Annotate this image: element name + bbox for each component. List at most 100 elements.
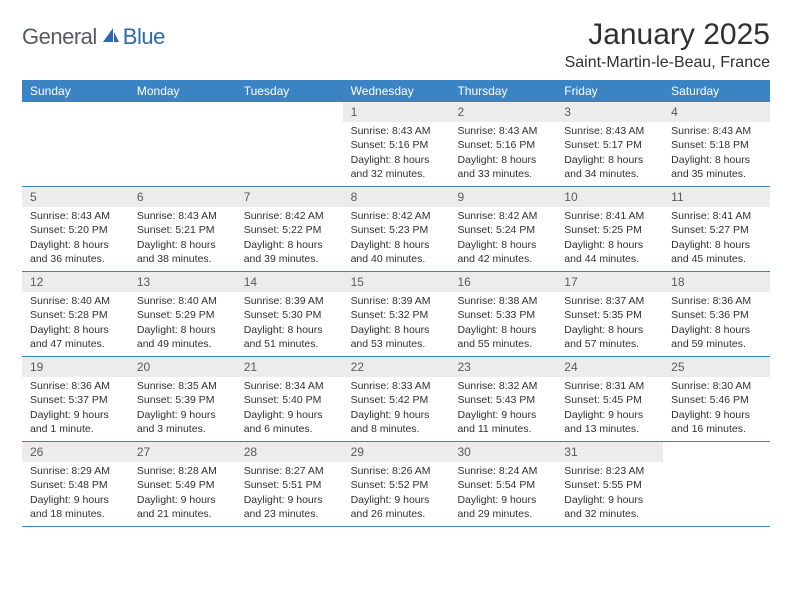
- daylight-text: and 36 minutes.: [30, 252, 121, 266]
- sunrise-text: Sunrise: 8:43 AM: [351, 124, 442, 138]
- sunrise-text: Sunrise: 8:41 AM: [671, 209, 762, 223]
- weekday-header: Sunday: [22, 80, 129, 102]
- day-body: Sunrise: 8:31 AMSunset: 5:45 PMDaylight:…: [556, 377, 663, 440]
- sunrise-text: Sunrise: 8:41 AM: [564, 209, 655, 223]
- daylight-text: Daylight: 8 hours: [30, 238, 121, 252]
- day-cell: 22Sunrise: 8:33 AMSunset: 5:42 PMDayligh…: [343, 357, 450, 441]
- daylight-text: Daylight: 9 hours: [30, 493, 121, 507]
- week-row: 26Sunrise: 8:29 AMSunset: 5:48 PMDayligh…: [22, 442, 770, 527]
- daylight-text: and 42 minutes.: [457, 252, 548, 266]
- day-cell: 30Sunrise: 8:24 AMSunset: 5:54 PMDayligh…: [449, 442, 556, 526]
- daylight-text: Daylight: 9 hours: [244, 408, 335, 422]
- month-title: January 2025: [565, 18, 770, 52]
- day-body: Sunrise: 8:29 AMSunset: 5:48 PMDaylight:…: [22, 462, 129, 525]
- day-body: Sunrise: 8:40 AMSunset: 5:28 PMDaylight:…: [22, 292, 129, 355]
- week-row: 12Sunrise: 8:40 AMSunset: 5:28 PMDayligh…: [22, 272, 770, 357]
- sunrise-text: Sunrise: 8:38 AM: [457, 294, 548, 308]
- day-cell: 3Sunrise: 8:43 AMSunset: 5:17 PMDaylight…: [556, 102, 663, 186]
- daylight-text: Daylight: 9 hours: [351, 408, 442, 422]
- sunrise-text: Sunrise: 8:40 AM: [137, 294, 228, 308]
- day-number: 26: [22, 442, 129, 462]
- day-body: Sunrise: 8:43 AMSunset: 5:18 PMDaylight:…: [663, 122, 770, 185]
- day-body: Sunrise: 8:27 AMSunset: 5:51 PMDaylight:…: [236, 462, 343, 525]
- daylight-text: and 23 minutes.: [244, 507, 335, 521]
- day-body: Sunrise: 8:43 AMSunset: 5:17 PMDaylight:…: [556, 122, 663, 185]
- sunset-text: Sunset: 5:30 PM: [244, 308, 335, 322]
- day-number: 7: [236, 187, 343, 207]
- daylight-text: Daylight: 8 hours: [137, 323, 228, 337]
- location-subtitle: Saint-Martin-le-Beau, France: [565, 54, 770, 72]
- daylight-text: and 29 minutes.: [457, 507, 548, 521]
- daylight-text: and 34 minutes.: [564, 167, 655, 181]
- sunrise-text: Sunrise: 8:35 AM: [137, 379, 228, 393]
- daylight-text: and 6 minutes.: [244, 422, 335, 436]
- day-cell: 4Sunrise: 8:43 AMSunset: 5:18 PMDaylight…: [663, 102, 770, 186]
- day-body: Sunrise: 8:42 AMSunset: 5:23 PMDaylight:…: [343, 207, 450, 270]
- day-body: Sunrise: 8:37 AMSunset: 5:35 PMDaylight:…: [556, 292, 663, 355]
- day-number: 14: [236, 272, 343, 292]
- sunset-text: Sunset: 5:37 PM: [30, 393, 121, 407]
- sunrise-text: Sunrise: 8:43 AM: [671, 124, 762, 138]
- daylight-text: Daylight: 9 hours: [457, 408, 548, 422]
- daylight-text: and 59 minutes.: [671, 337, 762, 351]
- day-body: Sunrise: 8:43 AMSunset: 5:20 PMDaylight:…: [22, 207, 129, 270]
- day-number: 24: [556, 357, 663, 377]
- day-body: Sunrise: 8:43 AMSunset: 5:21 PMDaylight:…: [129, 207, 236, 270]
- sunset-text: Sunset: 5:25 PM: [564, 223, 655, 237]
- weekday-header: Thursday: [449, 80, 556, 102]
- sunrise-text: Sunrise: 8:42 AM: [244, 209, 335, 223]
- day-cell: 5Sunrise: 8:43 AMSunset: 5:20 PMDaylight…: [22, 187, 129, 271]
- daylight-text: and 21 minutes.: [137, 507, 228, 521]
- empty-cell: [236, 102, 343, 186]
- daylight-text: Daylight: 8 hours: [137, 238, 228, 252]
- daylight-text: and 57 minutes.: [564, 337, 655, 351]
- day-number: 30: [449, 442, 556, 462]
- day-cell: 16Sunrise: 8:38 AMSunset: 5:33 PMDayligh…: [449, 272, 556, 356]
- daylight-text: Daylight: 8 hours: [244, 238, 335, 252]
- sunset-text: Sunset: 5:16 PM: [457, 138, 548, 152]
- sunset-text: Sunset: 5:39 PM: [137, 393, 228, 407]
- logo-text-general: General: [22, 24, 97, 50]
- header: General Blue January 2025 Saint-Martin-l…: [22, 18, 770, 72]
- day-number: 29: [343, 442, 450, 462]
- day-number: 17: [556, 272, 663, 292]
- day-number: 3: [556, 102, 663, 122]
- daylight-text: Daylight: 8 hours: [457, 323, 548, 337]
- day-cell: 8Sunrise: 8:42 AMSunset: 5:23 PMDaylight…: [343, 187, 450, 271]
- sunrise-text: Sunrise: 8:29 AM: [30, 464, 121, 478]
- sunset-text: Sunset: 5:55 PM: [564, 478, 655, 492]
- sunrise-text: Sunrise: 8:24 AM: [457, 464, 548, 478]
- sunset-text: Sunset: 5:33 PM: [457, 308, 548, 322]
- daylight-text: and 55 minutes.: [457, 337, 548, 351]
- weekday-header-row: SundayMondayTuesdayWednesdayThursdayFrid…: [22, 80, 770, 102]
- sunset-text: Sunset: 5:46 PM: [671, 393, 762, 407]
- day-cell: 1Sunrise: 8:43 AMSunset: 5:16 PMDaylight…: [343, 102, 450, 186]
- weekday-header: Tuesday: [236, 80, 343, 102]
- daylight-text: Daylight: 9 hours: [564, 493, 655, 507]
- sunset-text: Sunset: 5:42 PM: [351, 393, 442, 407]
- day-number: 23: [449, 357, 556, 377]
- weekday-header: Saturday: [663, 80, 770, 102]
- sunrise-text: Sunrise: 8:36 AM: [30, 379, 121, 393]
- week-row: 1Sunrise: 8:43 AMSunset: 5:16 PMDaylight…: [22, 102, 770, 187]
- daylight-text: Daylight: 8 hours: [671, 238, 762, 252]
- day-body: Sunrise: 8:23 AMSunset: 5:55 PMDaylight:…: [556, 462, 663, 525]
- day-number: 21: [236, 357, 343, 377]
- day-body: Sunrise: 8:26 AMSunset: 5:52 PMDaylight:…: [343, 462, 450, 525]
- sunset-text: Sunset: 5:27 PM: [671, 223, 762, 237]
- daylight-text: Daylight: 9 hours: [671, 408, 762, 422]
- day-body: Sunrise: 8:43 AMSunset: 5:16 PMDaylight:…: [343, 122, 450, 185]
- day-number: 1: [343, 102, 450, 122]
- day-cell: 26Sunrise: 8:29 AMSunset: 5:48 PMDayligh…: [22, 442, 129, 526]
- sunrise-text: Sunrise: 8:42 AM: [457, 209, 548, 223]
- daylight-text: and 47 minutes.: [30, 337, 121, 351]
- daylight-text: and 11 minutes.: [457, 422, 548, 436]
- day-number: 18: [663, 272, 770, 292]
- daylight-text: and 18 minutes.: [30, 507, 121, 521]
- day-cell: 14Sunrise: 8:39 AMSunset: 5:30 PMDayligh…: [236, 272, 343, 356]
- day-number: 28: [236, 442, 343, 462]
- sunset-text: Sunset: 5:49 PM: [137, 478, 228, 492]
- day-body: Sunrise: 8:28 AMSunset: 5:49 PMDaylight:…: [129, 462, 236, 525]
- daylight-text: and 53 minutes.: [351, 337, 442, 351]
- day-number: 9: [449, 187, 556, 207]
